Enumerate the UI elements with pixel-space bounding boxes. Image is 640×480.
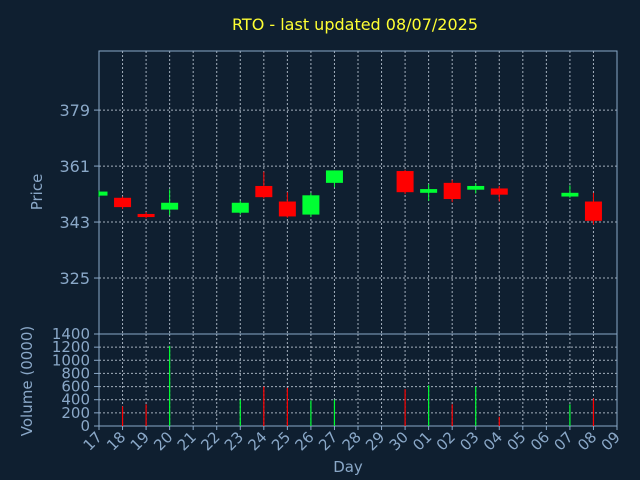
candle-body: [114, 197, 132, 208]
candle: [231, 200, 249, 215]
volume-tick-label: 1400: [52, 325, 90, 343]
candle-body: [161, 202, 179, 210]
volume-tick-label: 600: [61, 378, 90, 396]
candle: [561, 185, 579, 198]
candle-body: [255, 185, 273, 198]
price-panel: 325 343 361 379: [59, 50, 618, 335]
volume-tick-label: 1000: [52, 351, 90, 369]
volume-tick-label: 200: [61, 404, 90, 422]
candle: [467, 183, 485, 194]
candle-body: [231, 202, 249, 213]
x-tick-labels: 1718192021222324252627282930010203040506…: [80, 426, 624, 454]
price-tick-label: 379: [59, 101, 90, 120]
volume-tick-label: 400: [61, 391, 90, 409]
volume-tick-label: 0: [80, 417, 90, 435]
candle-body: [302, 195, 320, 215]
candle-body: [137, 213, 155, 218]
candle-body: [396, 171, 414, 193]
candle: [98, 190, 108, 198]
candle: [584, 192, 602, 225]
price-tick-label: 361: [59, 157, 90, 176]
candle: [161, 189, 179, 216]
candle: [490, 185, 508, 202]
candle: [114, 196, 132, 209]
volume-tick-label: 800: [61, 364, 90, 382]
candle-body: [278, 201, 296, 217]
candle: [278, 192, 296, 218]
candle: [420, 184, 438, 201]
candle: [137, 212, 155, 219]
chart-title: RTO - last updated 08/07/2025: [232, 15, 478, 34]
candle: [396, 169, 414, 195]
volume-axis-label: Volume (0000): [18, 326, 36, 436]
candle-body: [420, 189, 438, 193]
candle: [302, 192, 320, 218]
x-axis-label: Day: [333, 458, 363, 476]
candle-body: [99, 191, 108, 196]
price-tick-label: 325: [59, 269, 90, 288]
candle-body: [490, 188, 508, 195]
candle: [325, 170, 343, 188]
price-axis-label: Price: [28, 174, 46, 211]
candle-body: [443, 182, 461, 200]
candle-body: [467, 185, 485, 190]
candle: [443, 179, 461, 203]
price-tick-label: 343: [59, 213, 90, 232]
volume-tick-label: 1200: [52, 338, 90, 356]
candle-body: [325, 170, 343, 183]
candle: [255, 171, 273, 199]
candle-body: [584, 201, 602, 221]
candle-body: [561, 192, 579, 197]
